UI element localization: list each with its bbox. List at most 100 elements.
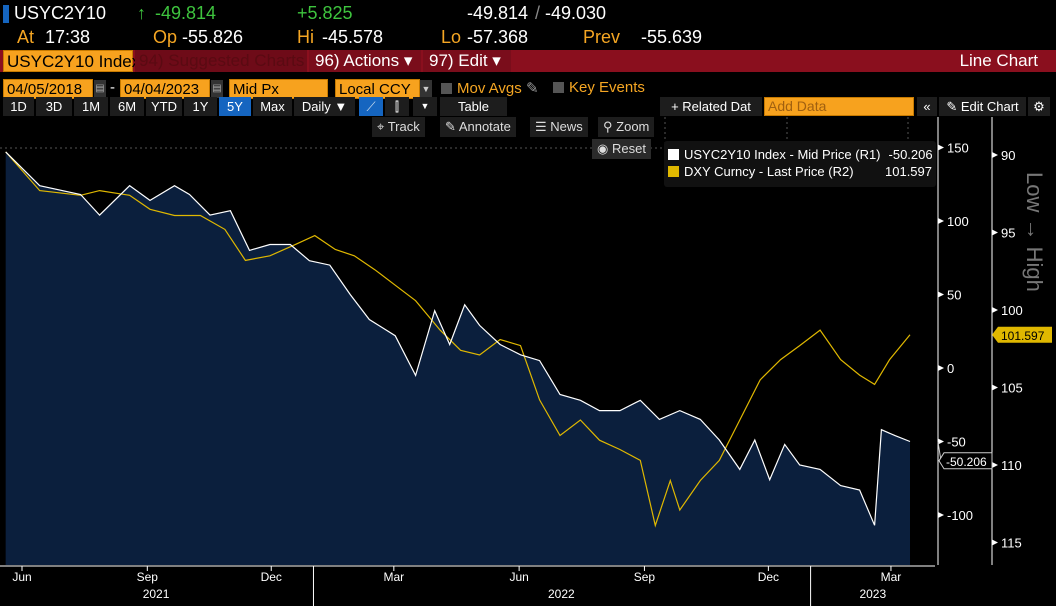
chevron-down-icon[interactable]: ▼ <box>420 80 432 98</box>
r1-tick <box>938 218 944 224</box>
r2-tick <box>992 462 998 468</box>
r1-tick-label: -50 <box>947 435 966 450</box>
legend-swatch <box>668 149 679 160</box>
x-tick-label: Dec <box>261 570 282 584</box>
checkbox[interactable] <box>441 83 452 94</box>
annotate-label: Annotate <box>458 119 511 134</box>
area-fill <box>5 151 911 565</box>
legend-item[interactable]: DXY Curncy - Last Price (R2) 101.597 <box>668 163 932 180</box>
bar-chart-icon[interactable]: ⫿ <box>385 97 409 116</box>
security-field[interactable]: USYC2Y10 Index <box>3 50 140 72</box>
x-tick-label: Sep <box>137 570 159 584</box>
pencil-icon[interactable]: ✎ <box>525 80 539 97</box>
annotate-tool[interactable]: ✎ Annotate <box>440 117 516 137</box>
x-year-label: 2021 <box>143 587 170 601</box>
open-label: Op <box>153 27 178 47</box>
gear-icon[interactable]: ⚙ <box>1028 97 1050 116</box>
r2-tick-label: 110 <box>1001 458 1022 473</box>
prev-label: Prev <box>583 27 621 47</box>
news-icon: ☰ <box>535 119 547 134</box>
date-dash: - <box>110 79 115 96</box>
r2-tick-label: 100 <box>1001 303 1023 318</box>
calendar-icon[interactable]: ▤ <box>94 80 106 98</box>
range-ytd[interactable]: YTD <box>146 97 182 116</box>
calendar-icon[interactable]: ▤ <box>211 80 223 98</box>
up-arrow-icon: ↑ <box>137 3 146 23</box>
reset-button[interactable]: ◉ Reset <box>592 139 651 159</box>
r1-tick <box>938 291 944 298</box>
x-tick-label: Dec <box>758 570 779 584</box>
line-chart-icon[interactable]: ⟋ <box>359 97 383 116</box>
r2-tick-label: 95 <box>1001 226 1015 241</box>
chart-type-title: Line Chart <box>959 51 1038 70</box>
range-6m[interactable]: 6M <box>110 97 144 116</box>
mov-avgs-toggle[interactable]: Mov Avgs ✎ <box>441 79 539 97</box>
low-label: Lo <box>441 27 462 47</box>
range-1m[interactable]: 1M <box>74 97 108 116</box>
r1-tick-label: 0 <box>947 361 954 376</box>
table-button[interactable]: Table <box>440 97 507 116</box>
pencil-icon: ✎ <box>445 119 456 134</box>
r1-tick-label: 100 <box>947 214 969 229</box>
edit-chart-button[interactable]: ✎ Edit Chart <box>939 97 1026 116</box>
suggested-charts-button[interactable]: 94) Suggested Charts <box>135 50 307 72</box>
news-label: News <box>550 119 583 134</box>
prev-value: -55.639 <box>641 27 703 47</box>
news-tool[interactable]: ☰ News <box>530 117 588 137</box>
x-year-label: 2022 <box>548 587 575 601</box>
ask: -49.030 <box>545 3 607 23</box>
bid: -49.814 <box>467 3 529 23</box>
checkbox[interactable] <box>553 82 564 93</box>
period-select[interactable]: Daily ▼ <box>294 97 355 116</box>
legend-value: -50.206 <box>888 147 933 162</box>
related-data-button[interactable]: + Related Dat <box>660 97 762 116</box>
reset-icon: ◉ <box>597 141 609 156</box>
r1-tick <box>938 438 944 445</box>
open-value: -55.826 <box>182 27 244 47</box>
x-tick-label: Mar <box>383 570 404 584</box>
usyc2y10-series-line <box>5 151 911 526</box>
at-label: At <box>17 27 35 47</box>
r1-tick <box>938 512 944 518</box>
legend-label: USYC2Y10 Index - Mid Price (R1) <box>684 147 881 162</box>
x-tick-label: Mar <box>881 570 902 584</box>
track-tool[interactable]: ⌖ Track <box>372 117 425 137</box>
dxy-series-line <box>5 151 911 528</box>
chevron-down-icon[interactable]: ▼ <box>413 97 437 116</box>
actions-menu[interactable]: 96) Actions ▾ <box>309 50 421 72</box>
ticker: USYC2Y10 <box>14 3 107 23</box>
legend-value: 101.597 <box>885 164 932 179</box>
edit-menu[interactable]: 97) Edit ▾ <box>423 50 511 72</box>
end-date-field[interactable]: 04/04/2023 <box>120 79 210 99</box>
high-value: -45.578 <box>322 27 384 47</box>
zoom-label: Zoom <box>616 119 650 134</box>
legend-label: DXY Curncy - Last Price (R2) <box>684 164 854 179</box>
range-5y[interactable]: 5Y <box>219 97 251 116</box>
range-3d[interactable]: 3D <box>36 97 72 116</box>
legend-item[interactable]: USYC2Y10 Index - Mid Price (R1) -50.206 <box>668 146 933 163</box>
r2-tick <box>992 384 998 391</box>
key-events-toggle[interactable]: Key Events <box>553 79 645 96</box>
r1-tick <box>938 365 944 371</box>
r2-tick <box>992 307 998 313</box>
r2-tick <box>992 152 998 158</box>
low-value: -57.368 <box>467 27 529 47</box>
x-year-label: 2023 <box>859 587 886 601</box>
x-tick-label: Jun <box>509 570 528 584</box>
last-price: -49.814 <box>155 3 217 23</box>
add-data-input[interactable]: Add Data <box>764 97 914 116</box>
collapse-icon[interactable]: « <box>917 97 937 116</box>
range-max[interactable]: Max <box>253 97 292 116</box>
range-1d[interactable]: 1D <box>3 97 34 116</box>
key-events-label: Key Events <box>569 79 645 96</box>
track-label: Track <box>387 119 420 134</box>
r1-last-value: -50.206 <box>946 455 987 469</box>
r1-tick-label: -100 <box>947 508 973 523</box>
start-date-field[interactable]: 04/05/2018 <box>3 79 93 99</box>
range-1y[interactable]: 1Y <box>184 97 217 116</box>
r2-last-value-tag <box>992 326 1052 343</box>
r2-axis-label: Low → High <box>1022 172 1047 292</box>
time: 17:38 <box>45 27 91 47</box>
zoom-tool[interactable]: ⚲ Zoom <box>598 117 655 137</box>
